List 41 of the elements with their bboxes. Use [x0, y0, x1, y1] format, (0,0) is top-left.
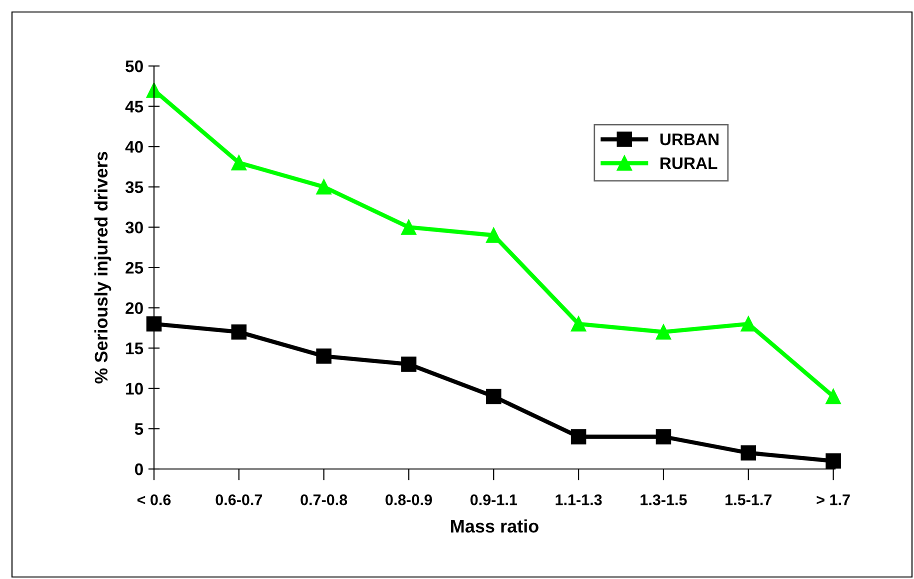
- legend-label: URBAN: [660, 134, 718, 146]
- point: [826, 453, 841, 469]
- point: [316, 179, 332, 195]
- point: [656, 324, 672, 340]
- y-tick-label: 10: [126, 382, 143, 395]
- legend-label: RURAL: [660, 158, 718, 170]
- x-axis-title: Mass ratio: [451, 519, 538, 533]
- point: [231, 155, 247, 170]
- point: [146, 316, 162, 332]
- point: [486, 388, 502, 404]
- x-tick-label: 0.6-0.7: [216, 494, 262, 506]
- y-tick-label: 20: [126, 302, 143, 314]
- x-tick-label: > 1.7: [816, 494, 850, 506]
- point: [486, 228, 502, 243]
- y-tick-label: 25: [126, 262, 144, 274]
- x-tick-label: 0.9-1.1: [470, 494, 518, 506]
- x-tick-label: 1.1-1.3: [556, 494, 602, 506]
- point: [401, 220, 416, 235]
- point: [231, 324, 247, 340]
- y-tick-label: 15: [126, 342, 144, 354]
- x-tick-label: 1.3-1.5: [640, 494, 687, 506]
- point: [656, 429, 672, 444]
- point: [401, 356, 416, 372]
- x-tick-label: < 0.6: [137, 494, 171, 506]
- point: [570, 316, 586, 332]
- point: [146, 82, 162, 98]
- point: [826, 388, 841, 404]
- y-tick-label: 45: [125, 100, 144, 113]
- y-tick-label: 40: [125, 141, 143, 153]
- y-tick-label: 5: [134, 423, 144, 435]
- y-tick-label: 35: [125, 181, 144, 194]
- y-tick-label: 50: [126, 60, 143, 72]
- y-tick-label: 30: [125, 222, 143, 234]
- point: [316, 348, 332, 364]
- x-tick-label: 0.8-0.9: [386, 494, 432, 506]
- x-tick-label: 1.5-1.7: [726, 494, 772, 506]
- x-tick-label: 0.7-0.8: [300, 494, 348, 506]
- point: [740, 445, 756, 461]
- y-tick-label: 0: [134, 463, 143, 476]
- point: [570, 429, 586, 444]
- y-axis-title: % Seriously injured drivers: [94, 152, 112, 384]
